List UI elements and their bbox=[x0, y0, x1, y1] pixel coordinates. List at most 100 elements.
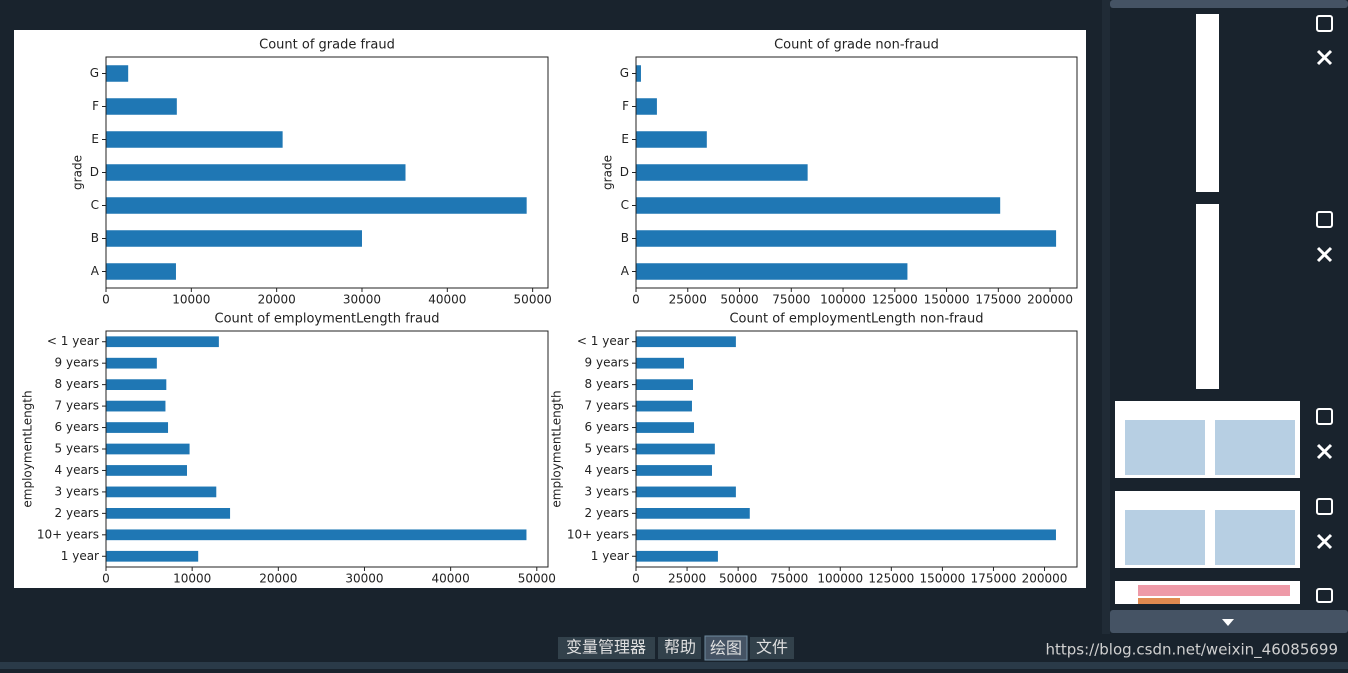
x-tick-label: 50000 bbox=[514, 293, 552, 307]
bar bbox=[106, 529, 527, 541]
x-tick-label: 40000 bbox=[428, 293, 466, 307]
x-tick-label: 0 bbox=[102, 572, 110, 586]
tab-label[interactable]: 文件 bbox=[756, 638, 788, 657]
x-tick-label: 200000 bbox=[1027, 293, 1073, 307]
close-icon[interactable] bbox=[1316, 246, 1333, 263]
thumbnail[interactable] bbox=[1196, 204, 1219, 389]
x-tick-label: 30000 bbox=[345, 572, 383, 586]
y-tick-label: C bbox=[621, 198, 629, 212]
x-tick-label: 75000 bbox=[772, 293, 810, 307]
x-tick-label: 20000 bbox=[258, 293, 296, 307]
bar bbox=[636, 443, 715, 455]
tab[interactable] bbox=[750, 637, 794, 659]
axes-frame bbox=[635, 330, 1078, 568]
x-tick-label: 150000 bbox=[919, 572, 965, 586]
bar bbox=[106, 400, 166, 412]
save-icon[interactable] bbox=[1316, 15, 1333, 32]
x-tick-label: 30000 bbox=[343, 293, 381, 307]
thumbnail-plot bbox=[1215, 420, 1295, 475]
x-tick-label: 50000 bbox=[518, 572, 556, 586]
thumbnail-plot bbox=[1215, 510, 1295, 565]
x-tick-label: 100000 bbox=[820, 293, 866, 307]
bar bbox=[106, 98, 177, 115]
bar bbox=[636, 230, 1057, 247]
bar bbox=[106, 131, 283, 148]
save-icon[interactable] bbox=[1316, 588, 1333, 603]
y-tick-label: A bbox=[621, 264, 630, 278]
chart-title: Count of employmentLength fraud bbox=[215, 312, 440, 327]
x-tick-label: 125000 bbox=[872, 293, 918, 307]
y-tick-label: 8 years bbox=[55, 377, 99, 391]
tab-active[interactable] bbox=[704, 635, 748, 661]
y-tick-label: 6 years bbox=[55, 420, 99, 434]
x-tick-label: 175000 bbox=[975, 293, 1021, 307]
scroll-up[interactable] bbox=[1110, 0, 1348, 8]
x-tick-label: 50000 bbox=[719, 572, 757, 586]
y-tick-label: 6 years bbox=[585, 420, 629, 434]
close-icon[interactable] bbox=[1316, 49, 1333, 66]
thumbnail-plot bbox=[1138, 585, 1290, 596]
bar bbox=[106, 443, 190, 455]
bar bbox=[636, 465, 712, 476]
chart-title: Count of grade fraud bbox=[259, 38, 395, 53]
save-icon[interactable] bbox=[1316, 211, 1333, 228]
x-tick-label: 25000 bbox=[668, 572, 706, 586]
y-tick-label: 4 years bbox=[55, 463, 99, 477]
x-tick-label: 0 bbox=[632, 572, 640, 586]
x-tick-label: 100000 bbox=[817, 572, 863, 586]
y-tick-label: 5 years bbox=[585, 442, 629, 456]
y-tick-label: D bbox=[90, 165, 99, 179]
x-tick-label: 175000 bbox=[971, 572, 1017, 586]
bar bbox=[636, 197, 1001, 214]
y-tick-label: 5 years bbox=[55, 442, 99, 456]
tab-label[interactable]: 变量管理器 bbox=[566, 638, 646, 657]
y-axis-label: employmentLength bbox=[21, 390, 35, 507]
tab[interactable] bbox=[558, 637, 655, 659]
bar bbox=[636, 131, 707, 148]
bar bbox=[106, 486, 217, 498]
y-tick-label: 10+ years bbox=[37, 527, 99, 541]
chart-title: Count of grade non-fraud bbox=[774, 38, 939, 53]
y-tick-label: 7 years bbox=[55, 399, 99, 413]
save-icon[interactable] bbox=[1316, 498, 1333, 515]
tab[interactable] bbox=[658, 637, 701, 659]
y-tick-label: 1 year bbox=[591, 549, 629, 563]
y-tick-label: A bbox=[91, 264, 100, 278]
y-axis-label: grade bbox=[601, 155, 615, 190]
thumbnail[interactable] bbox=[1196, 14, 1219, 192]
y-tick-label: D bbox=[620, 165, 629, 179]
bar bbox=[106, 357, 157, 369]
x-tick-label: 10000 bbox=[172, 293, 210, 307]
x-tick-label: 0 bbox=[102, 293, 110, 307]
thumbnail-plot bbox=[1125, 510, 1205, 565]
bar bbox=[636, 422, 695, 433]
bar bbox=[636, 486, 736, 498]
tab-label[interactable]: 绘图 bbox=[710, 639, 742, 658]
x-tick-label: 75000 bbox=[770, 572, 808, 586]
x-tick-label: 125000 bbox=[868, 572, 914, 586]
y-tick-label: 2 years bbox=[585, 506, 629, 520]
bar bbox=[636, 65, 641, 82]
bar bbox=[106, 465, 187, 476]
splitter[interactable] bbox=[1102, 0, 1110, 634]
bar bbox=[106, 65, 129, 82]
y-tick-label: < 1 year bbox=[577, 334, 629, 348]
y-tick-label: 2 years bbox=[55, 506, 99, 520]
save-icon[interactable] bbox=[1316, 408, 1333, 425]
axes-frame bbox=[105, 56, 549, 289]
y-tick-label: 8 years bbox=[585, 377, 629, 391]
y-tick-label: E bbox=[91, 132, 99, 146]
bar bbox=[636, 379, 693, 390]
y-tick-label: G bbox=[90, 66, 99, 80]
bar bbox=[636, 357, 685, 369]
watermark: https://blog.csdn.net/weixin_46085699 bbox=[1045, 641, 1338, 660]
bar bbox=[636, 164, 808, 181]
x-tick-label: 10000 bbox=[173, 572, 211, 586]
tab-label[interactable]: 帮助 bbox=[664, 638, 696, 657]
bar bbox=[106, 422, 169, 433]
y-tick-label: 10+ years bbox=[567, 527, 629, 541]
x-tick-label: 50000 bbox=[720, 293, 758, 307]
close-icon[interactable] bbox=[1316, 443, 1333, 460]
close-icon[interactable] bbox=[1316, 533, 1333, 550]
